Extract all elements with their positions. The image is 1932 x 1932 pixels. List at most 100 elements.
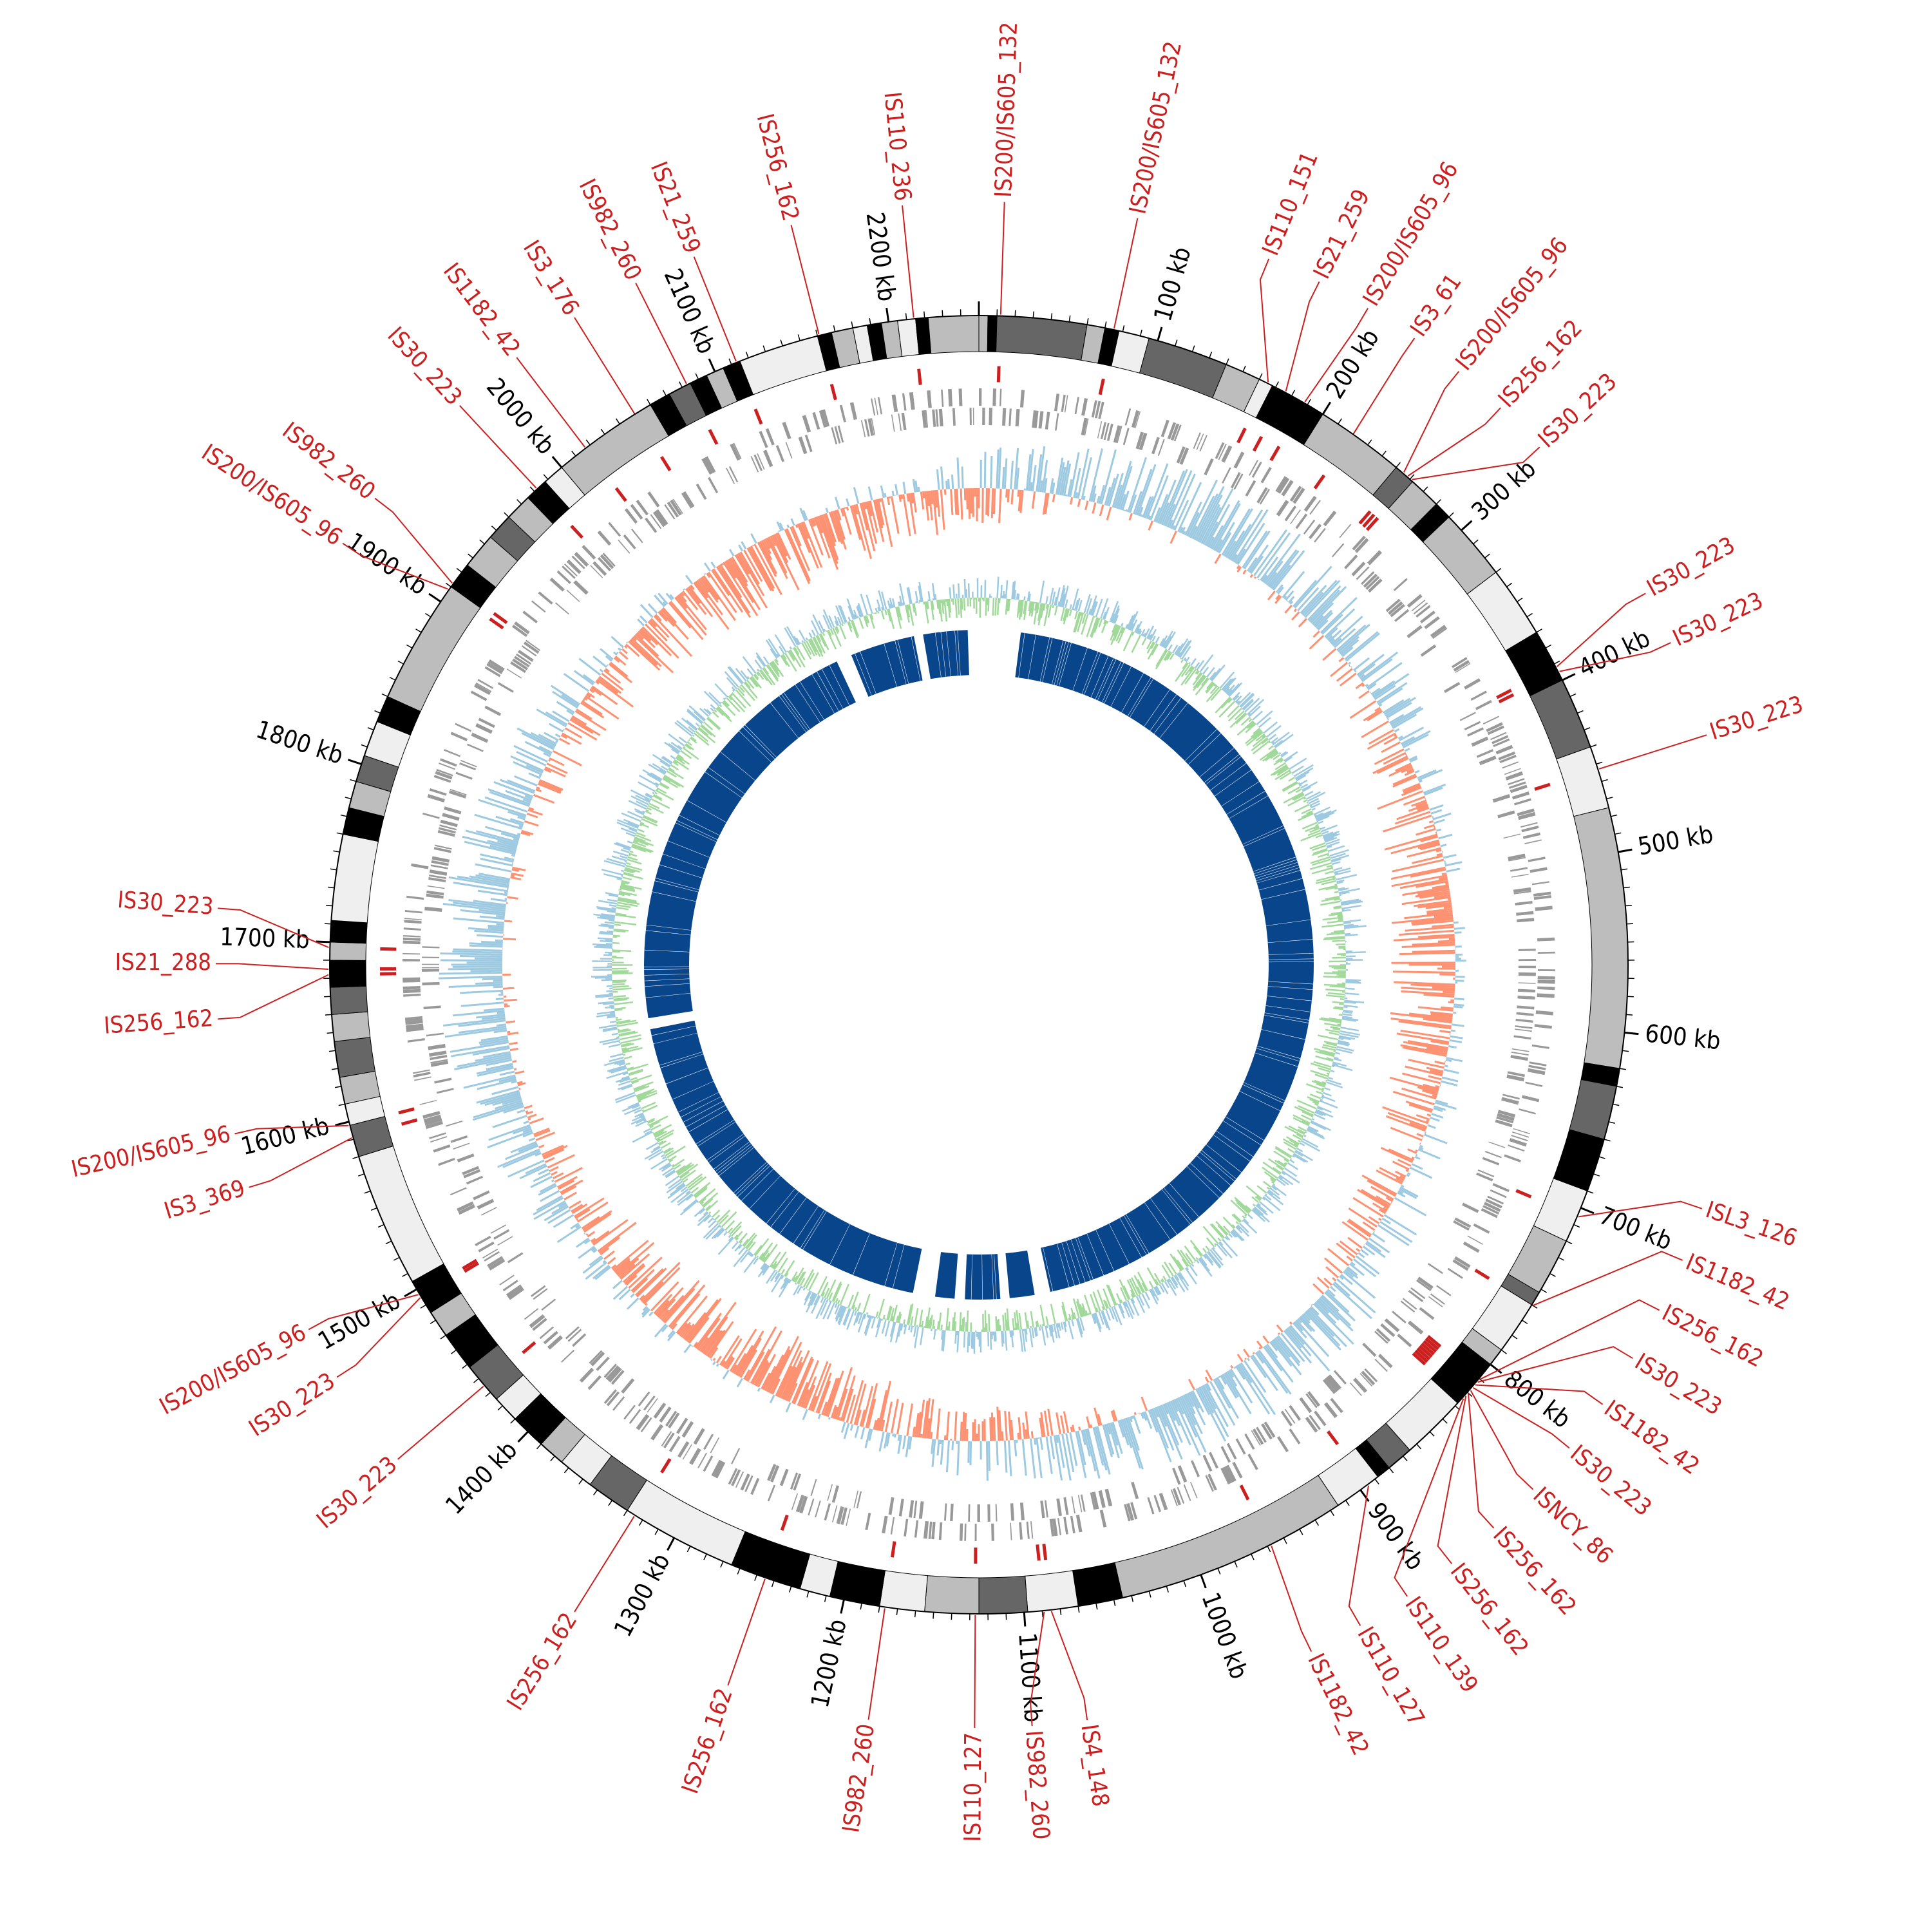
gene-feature xyxy=(1430,625,1446,638)
inner-block-stripe xyxy=(659,1051,703,1066)
gene-feature xyxy=(1010,1522,1012,1540)
scale-tick xyxy=(1461,520,1473,531)
gene-feature xyxy=(1496,1116,1514,1124)
inner-block-stripe xyxy=(1200,1151,1235,1182)
gene-feature xyxy=(600,554,614,569)
is-element-leader xyxy=(790,225,820,335)
gene-feature xyxy=(1467,1235,1483,1245)
gene-feature xyxy=(839,404,846,422)
gene-feature xyxy=(1454,1256,1471,1268)
gene-feature xyxy=(422,981,440,986)
gene-feature xyxy=(1244,1433,1255,1450)
gene-feature xyxy=(1408,1290,1424,1302)
ideogram-segment xyxy=(387,586,481,712)
gene-feature xyxy=(1394,609,1410,622)
gene-feature xyxy=(543,1331,558,1345)
inner-block-stripe xyxy=(821,668,844,709)
gene-feature xyxy=(1497,1110,1516,1118)
gene-feature xyxy=(1090,1492,1096,1510)
gene-feature xyxy=(1218,444,1227,460)
is-element-mark xyxy=(890,1541,896,1558)
gene-feature xyxy=(1173,424,1182,442)
gene-feature xyxy=(824,1503,831,1521)
gene-feature xyxy=(574,552,589,567)
gene-feature xyxy=(439,824,457,831)
gene-feature xyxy=(428,875,447,879)
inner-block-stripe xyxy=(1206,1144,1242,1173)
scale-ticks xyxy=(316,301,1639,1627)
gene-feature xyxy=(1504,1154,1521,1163)
is-element-leader xyxy=(1559,642,1671,672)
gene-feature xyxy=(444,806,462,815)
gene-feature xyxy=(1189,1482,1198,1499)
scale-tick xyxy=(1059,1608,1062,1616)
gene-feature xyxy=(1384,1318,1400,1332)
gene-feature xyxy=(1002,408,1007,426)
gene-feature xyxy=(1040,1501,1045,1519)
gene-feature xyxy=(450,789,467,796)
is-element-mark xyxy=(489,617,504,630)
inner-block-stripe xyxy=(1226,791,1265,815)
gene-feature xyxy=(1191,1460,1200,1477)
inner-block xyxy=(1005,1250,1035,1298)
gene-feature xyxy=(652,511,667,527)
inner-block-stripe xyxy=(1075,1238,1091,1281)
gene-feature xyxy=(1159,1493,1168,1511)
gene-feature xyxy=(1309,500,1321,515)
gene-feature xyxy=(457,1153,475,1162)
gene-feature xyxy=(1521,825,1539,833)
gene-feature xyxy=(1225,1464,1236,1482)
gene-feature xyxy=(1361,1370,1376,1386)
gene-feature xyxy=(836,1506,844,1524)
gene-feature xyxy=(1452,1259,1469,1271)
gene-feature xyxy=(1177,1465,1188,1483)
gene-feature xyxy=(923,1520,929,1539)
gene-feature xyxy=(422,956,440,958)
gene-feature xyxy=(1464,678,1481,690)
gene-feature xyxy=(1303,495,1317,512)
inner-block-stripe xyxy=(1042,638,1053,683)
scale-label: 1000 kb xyxy=(1196,1589,1253,1683)
gene-feature xyxy=(665,1410,677,1426)
is-element-label: IS30_223 xyxy=(1533,368,1622,453)
scale-tick xyxy=(1314,1519,1319,1526)
gene-feature xyxy=(959,1523,963,1541)
gene-feature xyxy=(412,1069,430,1074)
gene-feature xyxy=(402,952,421,955)
gene-feature xyxy=(681,491,694,509)
gene-feature xyxy=(1278,478,1290,494)
ideogram-segment xyxy=(1556,746,1609,817)
scale-tick xyxy=(440,1334,446,1340)
gene-feature xyxy=(506,1284,522,1298)
gene-feature xyxy=(1517,808,1535,817)
gene-feature xyxy=(810,1479,817,1497)
scale-tick xyxy=(1157,327,1163,341)
inner-block-stripe xyxy=(1213,1134,1251,1162)
gene-feature xyxy=(1289,486,1302,502)
gene-feature xyxy=(837,425,844,443)
gene-feature xyxy=(514,656,530,668)
is-element-mark xyxy=(1416,1347,1431,1361)
scale-tick xyxy=(529,486,535,492)
gene-feature xyxy=(987,1504,990,1522)
is-element-leader xyxy=(1271,1545,1312,1653)
inner-block-stripe xyxy=(1216,1130,1254,1157)
gene-feature xyxy=(404,918,422,920)
scale-tick xyxy=(381,693,388,697)
gene-feature xyxy=(914,1520,919,1538)
gene-feature xyxy=(1411,599,1426,612)
gene-feature xyxy=(457,1201,474,1212)
gene-feature xyxy=(1314,527,1326,543)
gene-feature xyxy=(944,1503,947,1521)
gene-feature xyxy=(636,1414,650,1430)
scale-tick xyxy=(1587,1190,1594,1194)
scale-tick xyxy=(1495,567,1502,573)
gene-feature xyxy=(964,1523,967,1541)
scale-tick xyxy=(824,1595,827,1602)
gene-feature xyxy=(529,1314,545,1329)
is-element-label: IS110_127 xyxy=(1352,1622,1429,1730)
inner-block-stripe xyxy=(744,724,777,758)
gene-feature xyxy=(867,418,875,436)
gene-feature xyxy=(1275,476,1288,493)
